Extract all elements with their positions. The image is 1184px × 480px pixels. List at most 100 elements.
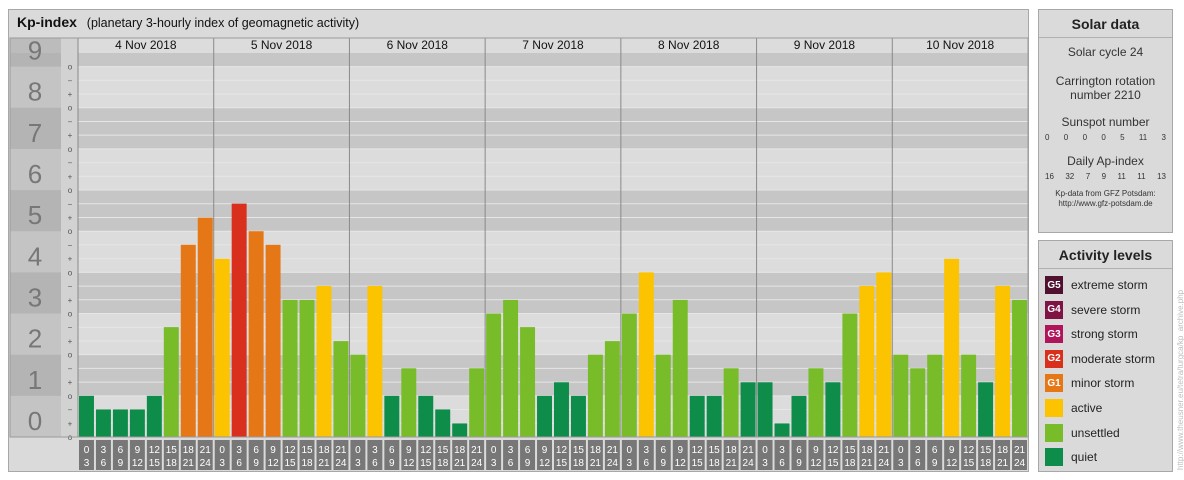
interval-cell xyxy=(384,440,400,470)
kp-bar xyxy=(774,423,790,437)
interval-end: 21 xyxy=(183,458,195,469)
interval-end: 12 xyxy=(946,458,958,469)
legend-label: minor storm xyxy=(1071,376,1135,391)
legend-label: active xyxy=(1071,401,1103,415)
interval-cell xyxy=(689,440,705,470)
interval-cell xyxy=(944,440,960,470)
interval-cell xyxy=(452,440,468,470)
kp-bar xyxy=(231,203,247,437)
kp-bar xyxy=(995,285,1011,437)
sub-tick: + xyxy=(68,419,73,428)
ap-value-3: 9 xyxy=(1101,172,1107,181)
interval-start: 0 xyxy=(491,445,497,456)
interval-cell xyxy=(893,440,909,470)
activity-levels-panel: Activity levels G5 extreme storm G4 severe … xyxy=(1038,240,1173,472)
day-header-strip xyxy=(78,38,1028,53)
interval-start: 18 xyxy=(726,445,738,456)
interval-end: 3 xyxy=(898,458,904,469)
interval-start: 6 xyxy=(660,445,666,456)
interval-end: 3 xyxy=(84,458,90,469)
interval-cell xyxy=(486,440,502,470)
interval-cell xyxy=(604,440,620,470)
kp-bar xyxy=(570,395,586,437)
kp-label-band-7 xyxy=(10,107,61,149)
legend-label: moderate storm xyxy=(1071,351,1156,366)
day-label-1: 5 Nov 2018 xyxy=(251,38,313,52)
y-tick-label-1: 1 xyxy=(28,365,42,395)
interval-cell xyxy=(927,440,943,470)
ap-value-2: 7 xyxy=(1085,172,1091,181)
interval-start: 12 xyxy=(692,445,704,456)
interval-end: 24 xyxy=(200,458,212,469)
kp-bar xyxy=(452,423,468,437)
interval-cell xyxy=(978,440,994,470)
interval-start: 12 xyxy=(284,445,296,456)
sub-tick: + xyxy=(68,337,73,346)
kp-bar xyxy=(978,382,994,437)
credit-line-1: Kp-data from GFZ Potsdam: xyxy=(1055,189,1156,198)
kp-bar xyxy=(503,299,519,437)
sub-tick: + xyxy=(68,213,73,222)
interval-end: 18 xyxy=(301,458,313,469)
subtick-column xyxy=(61,38,78,437)
interval-cell xyxy=(740,440,756,470)
interval-start: 18 xyxy=(590,445,602,456)
interval-start: 9 xyxy=(677,445,683,456)
kp-bar xyxy=(672,299,688,437)
kp-band-5 xyxy=(78,190,1028,232)
sub-tick: o xyxy=(68,227,73,236)
legend-label: strong storm xyxy=(1071,327,1138,342)
interval-start: 18 xyxy=(183,445,195,456)
kp-band-8 xyxy=(78,66,1028,108)
interval-cell xyxy=(723,440,739,470)
legend-item-severe-storm: G4 severe storm xyxy=(1045,300,1140,320)
interval-cell xyxy=(825,440,841,470)
kp-bar xyxy=(791,395,807,437)
kp-bar xyxy=(129,409,145,437)
interval-end: 6 xyxy=(779,458,785,469)
interval-end: 12 xyxy=(539,458,551,469)
sub-tick: − xyxy=(68,364,73,373)
interval-cell xyxy=(163,440,179,470)
interval-cell xyxy=(961,440,977,470)
kp-bar xyxy=(554,382,569,437)
interval-start: 3 xyxy=(779,445,785,456)
legend-label: unsettled xyxy=(1071,425,1120,440)
day-label-6: 10 Nov 2018 xyxy=(926,38,994,52)
interval-end: 3 xyxy=(627,458,633,469)
ap-value-6: 13 xyxy=(1157,172,1166,181)
interval-end: 21 xyxy=(454,458,466,469)
kp-bar xyxy=(910,368,926,437)
interval-cell xyxy=(435,440,451,470)
kp-label-band-4 xyxy=(10,231,61,273)
interval-end: 21 xyxy=(861,458,873,469)
y-tick-label-0: 0 xyxy=(28,406,42,436)
legend-swatch: G2 xyxy=(1045,349,1063,368)
legend-item-moderate-storm: G2 moderate storm xyxy=(1045,349,1155,369)
sunspot-value-1: 0 xyxy=(1063,133,1069,142)
interval-start: 6 xyxy=(796,445,802,456)
chart-title: Kp-index xyxy=(17,14,77,30)
kp-label-band-3 xyxy=(10,272,61,314)
day-label-0: 4 Nov 2018 xyxy=(115,38,177,52)
interval-cell xyxy=(282,440,298,470)
kp-bar xyxy=(418,395,434,437)
kp-label-band-2 xyxy=(10,313,61,355)
interval-end: 24 xyxy=(607,458,619,469)
legend-swatch: G3 xyxy=(1045,325,1063,344)
interval-start: 12 xyxy=(556,445,568,456)
interval-end: 15 xyxy=(827,458,839,469)
kp-bar xyxy=(469,368,485,437)
interval-cell xyxy=(672,440,688,470)
interval-end: 15 xyxy=(556,458,568,469)
kp-bar xyxy=(706,395,722,437)
kp-label-band-0 xyxy=(10,395,61,437)
ap-value-4: 11 xyxy=(1117,172,1126,181)
interval-end: 6 xyxy=(915,458,921,469)
interval-cell xyxy=(842,440,858,470)
credit-link[interactable]: http://www.gfz-potsdam.de xyxy=(1058,199,1153,208)
interval-end: 9 xyxy=(525,458,531,469)
kp-bar xyxy=(740,382,756,437)
kp-bar xyxy=(520,327,536,437)
